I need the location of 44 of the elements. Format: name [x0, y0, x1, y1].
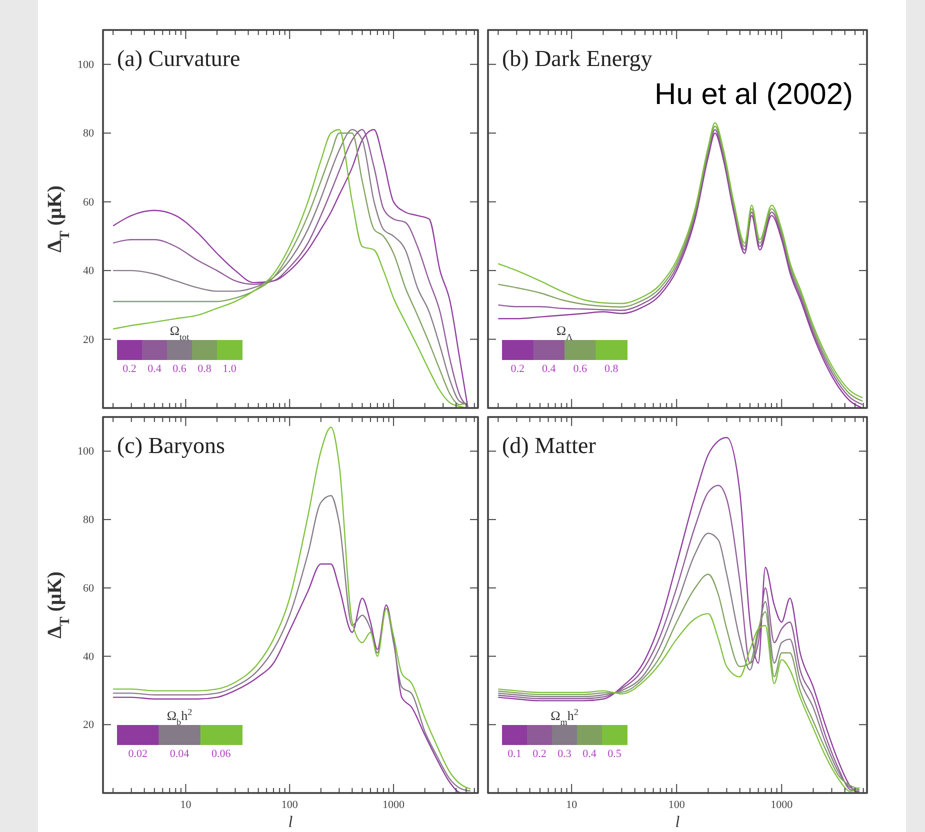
y-tick-label: 40 [83, 650, 94, 663]
y-tick-label: 20 [83, 719, 94, 732]
legend-label: 1.0 [222, 363, 237, 375]
y-tick-label: 60 [83, 196, 94, 208]
x-tick-label: 10 [566, 798, 578, 811]
y-tick-label: 80 [83, 128, 94, 140]
legend-label: 0.5 [608, 748, 622, 760]
legend-label: 0.6 [573, 363, 588, 375]
legend-title: Ω$_{b}$h$^{2}$ [166, 707, 193, 727]
x-axis-title: l [288, 814, 294, 831]
legend-label: 0.06 [212, 748, 232, 760]
legend-label: 0.4 [148, 363, 162, 375]
y-tick-label: 40 [83, 265, 94, 278]
x-tick-label: 100 [281, 798, 298, 811]
x-tick-label: 10 [180, 798, 192, 811]
legend-label: 0.8 [604, 363, 619, 375]
legend-label: 0.02 [128, 748, 148, 760]
x-axis-title: l [675, 814, 680, 831]
legend-title: Ω$_{tot}$ [170, 323, 190, 342]
legend-label: 0.2 [510, 363, 524, 375]
text: (b) Dark Energy [502, 46, 653, 71]
x-tick-label: 1000 [770, 798, 794, 811]
legend-label: 0.4 [582, 748, 597, 760]
legend-label: 0.3 [558, 748, 572, 760]
x-tick-label: 1000 [382, 798, 406, 811]
legend-label: 0.2 [122, 363, 136, 375]
legend-label: 0.2 [532, 748, 546, 760]
y-tick-label: 100 [78, 446, 94, 458]
legend-label: 0.4 [542, 363, 556, 375]
text: (d) Matter [502, 433, 596, 458]
legend-title: Ω$_{Λ}$ [556, 323, 574, 342]
y-tick-label: 80 [83, 514, 94, 526]
y-tick-label: 60 [83, 582, 94, 594]
legend-title: Ω$_{m}$h$^{2}$ [550, 707, 579, 727]
text: (c) Baryons [117, 433, 225, 458]
legend-label: 0.1 [508, 748, 522, 760]
y-tick-label: 20 [83, 334, 94, 346]
legend-label: 0.6 [172, 363, 187, 375]
text: (a) Curvature [117, 46, 240, 71]
legend-label: 0.8 [198, 363, 212, 375]
y-tick-label: 100 [78, 58, 94, 71]
annotation: Hu et al (2002) [654, 78, 853, 111]
legend-label: 0.04 [170, 748, 190, 760]
x-tick-label: 100 [668, 798, 686, 811]
